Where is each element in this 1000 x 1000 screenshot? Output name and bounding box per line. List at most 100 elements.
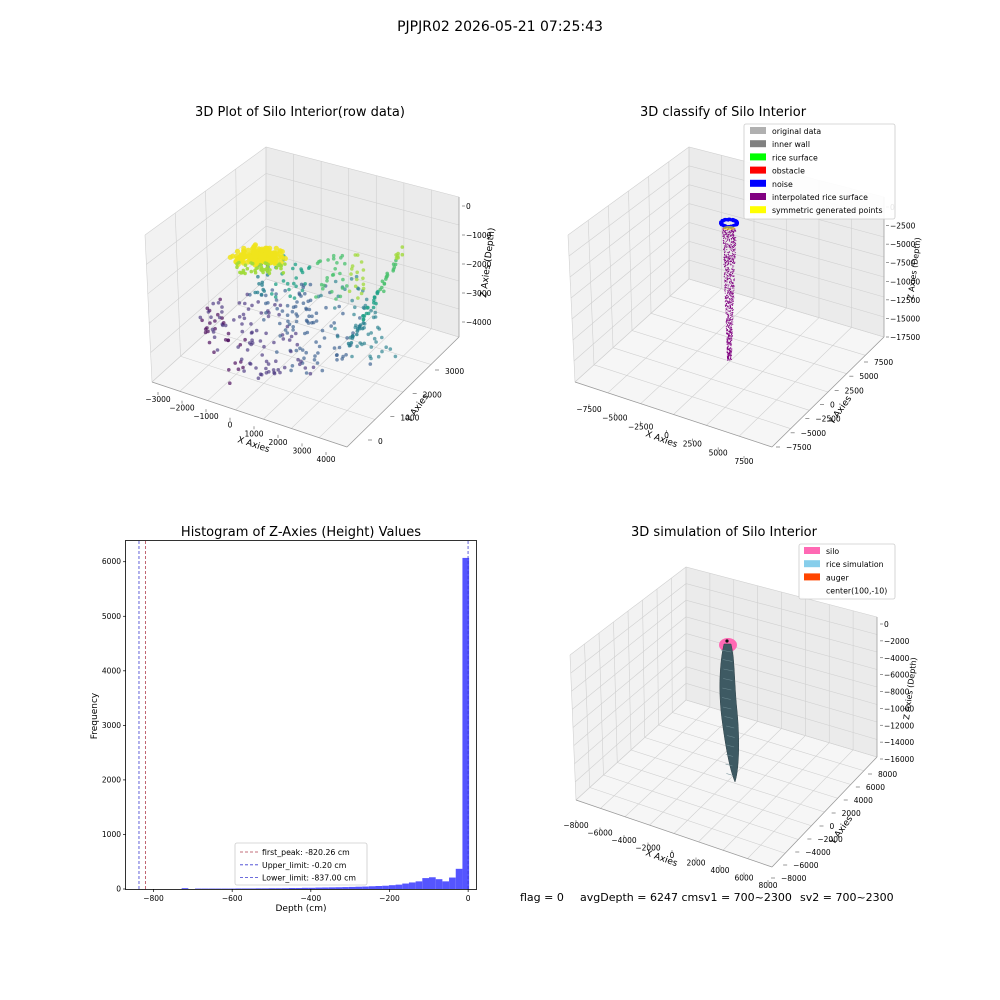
interpolated-point bbox=[729, 307, 731, 309]
data-point bbox=[393, 354, 398, 359]
interpolated-point bbox=[727, 314, 729, 316]
interpolated-point bbox=[729, 293, 730, 295]
interpolated-point bbox=[730, 235, 732, 237]
interpolated-point bbox=[731, 327, 732, 328]
interpolated-point bbox=[731, 312, 733, 313]
histogram-bar bbox=[455, 868, 463, 889]
interpolated-point bbox=[732, 296, 734, 297]
interpolated-point bbox=[733, 256, 735, 257]
data-point bbox=[391, 267, 396, 272]
interpolated-point bbox=[729, 323, 731, 325]
data-point bbox=[372, 336, 377, 341]
interpolated-point bbox=[727, 246, 729, 248]
interpolated-point bbox=[731, 285, 733, 286]
interpolated-point bbox=[731, 323, 733, 325]
interpolated-point bbox=[729, 244, 730, 246]
data-point bbox=[299, 359, 303, 364]
interpolated-point bbox=[732, 297, 734, 299]
interpolated-point bbox=[723, 247, 725, 249]
interpolated-point bbox=[728, 261, 730, 263]
data-point bbox=[248, 361, 252, 366]
gridline-y bbox=[630, 749, 825, 813]
interpolated-point bbox=[727, 269, 729, 271]
data-point bbox=[274, 282, 278, 287]
data-point bbox=[285, 313, 290, 318]
data-point bbox=[274, 298, 279, 302]
interpolated-point bbox=[723, 245, 725, 247]
data-point bbox=[291, 266, 295, 271]
interpolated-point bbox=[724, 233, 726, 235]
interpolated-point bbox=[727, 260, 729, 262]
interpolated-point bbox=[729, 311, 731, 313]
data-point-surface bbox=[251, 244, 257, 250]
interpolated-point bbox=[729, 309, 731, 311]
data-point bbox=[300, 348, 305, 352]
interpolated-point bbox=[730, 280, 732, 282]
data-point bbox=[292, 296, 297, 300]
x-tick-label: 5000 bbox=[709, 448, 728, 457]
x-tick-label: −4000 bbox=[611, 836, 637, 845]
gridline-y bbox=[208, 330, 404, 393]
panel2-title: 3D classify of Silo Interior bbox=[640, 105, 807, 120]
interpolated-point bbox=[725, 246, 727, 248]
interpolated-point bbox=[734, 262, 736, 264]
y-tick-label: 4000 bbox=[854, 796, 873, 805]
interpolated-point bbox=[731, 321, 733, 323]
histogram-bar bbox=[402, 883, 409, 889]
interpolated-point bbox=[726, 295, 727, 297]
interpolated-point bbox=[725, 285, 727, 286]
data-point bbox=[311, 365, 316, 370]
interpolated-point bbox=[729, 330, 731, 332]
interpolated-point bbox=[729, 359, 731, 360]
interpolated-point bbox=[731, 293, 733, 294]
interpolated-point bbox=[734, 253, 736, 255]
interpolated-point bbox=[727, 267, 729, 269]
data-point bbox=[216, 301, 221, 305]
data-point bbox=[288, 294, 293, 299]
interpolated-point bbox=[730, 313, 732, 315]
interpolated-point bbox=[724, 264, 726, 266]
interpolated-point bbox=[729, 352, 731, 354]
interpolated-point bbox=[727, 270, 729, 272]
panel4-3d-box bbox=[569, 566, 878, 868]
floor-pane bbox=[576, 700, 877, 867]
y-tick-label: −6000 bbox=[793, 861, 819, 870]
interpolated-point bbox=[728, 316, 729, 318]
data-point bbox=[285, 303, 290, 308]
interpolated-point bbox=[722, 236, 724, 237]
data-point bbox=[311, 320, 316, 325]
data-point bbox=[213, 319, 217, 323]
data-point bbox=[352, 312, 356, 317]
interpolated-point bbox=[727, 296, 729, 298]
interpolated-point bbox=[732, 293, 734, 295]
z-tick-label: −5000 bbox=[890, 240, 916, 249]
histogram-bar bbox=[328, 887, 336, 889]
histogram-y-axis-label: Frequency bbox=[90, 692, 100, 739]
noise-point bbox=[719, 221, 723, 225]
interpolated-point bbox=[732, 234, 734, 236]
data-point-surface bbox=[245, 247, 251, 253]
z-tick-label: −10000 bbox=[884, 704, 914, 713]
data-point bbox=[247, 341, 252, 345]
interpolated-point bbox=[722, 231, 724, 233]
interpolated-point bbox=[726, 262, 728, 264]
rice-simulation-shape bbox=[719, 643, 739, 783]
interpolated-point bbox=[727, 319, 729, 321]
interpolated-point bbox=[726, 236, 728, 238]
interpolated-point bbox=[726, 347, 728, 348]
interpolated-point bbox=[724, 295, 726, 297]
histogram-bar bbox=[342, 887, 349, 889]
interpolated-point bbox=[729, 247, 731, 249]
interpolated-point bbox=[731, 242, 733, 243]
interpolated-point bbox=[731, 246, 733, 248]
interpolated-point bbox=[727, 353, 729, 355]
interpolated-point bbox=[732, 236, 734, 238]
data-point bbox=[285, 281, 290, 286]
interpolated-point bbox=[728, 318, 730, 320]
histogram-bar bbox=[308, 887, 316, 889]
interpolated-point bbox=[733, 269, 735, 270]
interpolated-point bbox=[727, 263, 729, 265]
interpolated-point bbox=[724, 266, 726, 268]
interpolated-point bbox=[724, 289, 726, 291]
data-point bbox=[350, 264, 355, 268]
